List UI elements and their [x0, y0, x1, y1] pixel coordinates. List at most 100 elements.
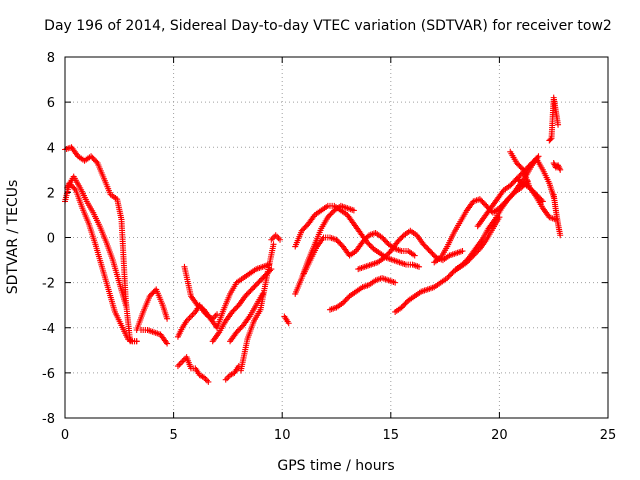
x-axis-title: GPS time / hours: [277, 458, 394, 474]
data-point: [401, 301, 408, 308]
data-point: [365, 240, 372, 247]
data-point: [362, 236, 369, 243]
series-track-r: [326, 275, 399, 313]
data-point: [91, 157, 98, 164]
data-point: [398, 234, 405, 241]
data-point: [428, 249, 435, 256]
data-point: [383, 238, 390, 245]
data-point: [301, 225, 308, 232]
data-point: [379, 234, 386, 241]
data-point: [392, 279, 399, 286]
data-point: [383, 252, 390, 259]
series-track-z: [546, 94, 562, 144]
series-track-j: [209, 266, 275, 345]
data-point: [350, 207, 357, 214]
x-tick-labels: 0 5 10 15 20 25: [61, 428, 616, 443]
data-point: [149, 290, 156, 297]
data-point: [252, 282, 259, 289]
y-tick-label: -4: [42, 322, 55, 337]
data-point: [508, 192, 515, 199]
data-point: [557, 232, 564, 239]
data-point: [505, 196, 512, 203]
series-track-i: [181, 261, 273, 331]
data-point: [302, 223, 309, 230]
data-point: [242, 293, 249, 300]
data-point: [422, 243, 429, 250]
data-point: [259, 275, 266, 282]
data-point: [529, 159, 536, 166]
data-point: [509, 179, 516, 186]
data-point: [248, 286, 255, 293]
data-point: [460, 260, 467, 267]
data-point: [247, 287, 254, 294]
data-point: [148, 291, 155, 298]
data-point: [328, 210, 335, 217]
data-point: [164, 315, 171, 322]
x-tick-label: 10: [274, 428, 291, 443]
data-point: [233, 304, 240, 311]
data-point: [333, 236, 340, 243]
data-point: [243, 291, 250, 298]
data-point: [205, 378, 212, 385]
series-track-m: [268, 232, 284, 243]
data-point: [420, 241, 427, 248]
series-track-e: [138, 327, 171, 347]
data-point: [89, 154, 96, 161]
data-point: [260, 274, 267, 281]
data-point: [476, 196, 483, 203]
data-point: [236, 326, 243, 333]
data-point: [520, 169, 527, 176]
data-point: [385, 250, 392, 257]
data-point: [463, 257, 470, 264]
data-point: [426, 248, 433, 255]
data-point: [222, 376, 229, 383]
data-point: [231, 306, 238, 313]
data-point: [146, 293, 153, 300]
data-point: [539, 198, 546, 205]
data-point: [380, 235, 387, 242]
data-point: [71, 185, 78, 192]
data-point: [425, 246, 432, 253]
data-point: [300, 226, 307, 233]
y-tick-label: -6: [42, 367, 55, 382]
chart-title: Day 196 of 2014, Sidereal Day-to-day VTE…: [44, 18, 612, 34]
data-point: [525, 163, 532, 170]
series-track-y: [513, 155, 557, 200]
data-point: [186, 314, 193, 321]
series-track-g: [174, 354, 212, 385]
data-point: [444, 275, 451, 282]
data-point: [127, 337, 134, 344]
y-tick-label: 6: [47, 96, 55, 111]
data-point: [557, 166, 564, 173]
data-point: [445, 273, 452, 280]
data-point: [462, 258, 469, 265]
data-point: [381, 254, 388, 261]
data-point: [176, 361, 183, 368]
data-point: [507, 182, 514, 189]
data-point: [430, 252, 437, 259]
y-tick-label: 2: [47, 186, 55, 201]
data-point: [334, 238, 341, 245]
data-point: [342, 297, 349, 304]
y-axis-title: SDTVAR / TECUs: [5, 180, 21, 295]
data-point: [277, 236, 284, 243]
series-track-c: [64, 173, 129, 309]
data-point: [367, 243, 374, 250]
data-point: [482, 201, 489, 208]
data-point: [237, 325, 244, 332]
data-point: [506, 194, 513, 201]
data-point: [518, 184, 525, 191]
data-point: [517, 164, 524, 171]
data-point: [396, 236, 403, 243]
data-point: [424, 245, 431, 252]
data-point: [298, 227, 305, 234]
data-point: [189, 311, 196, 318]
data-point: [187, 313, 194, 320]
data-point: [526, 162, 533, 169]
data-point: [547, 136, 554, 143]
x-tick-label: 15: [383, 428, 400, 443]
data-point: [530, 158, 537, 165]
series-track-n: [281, 313, 292, 327]
data-point: [254, 280, 261, 287]
